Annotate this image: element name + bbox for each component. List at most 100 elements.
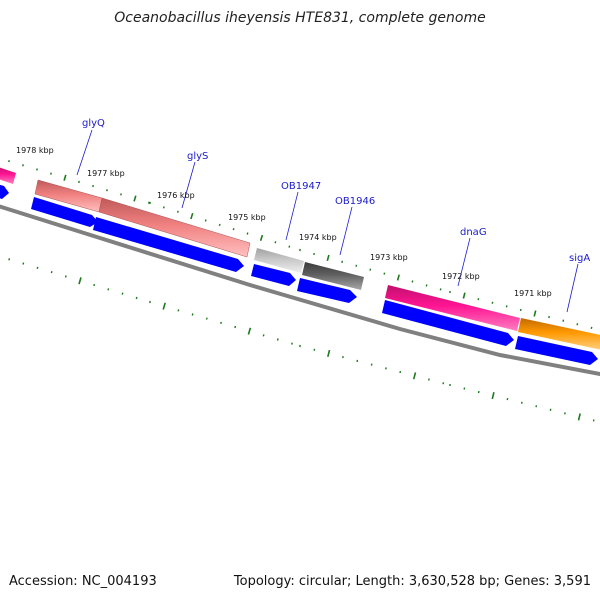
minor-tick <box>439 288 442 291</box>
cds-arrow <box>31 197 98 227</box>
feature-bar-OB1947 <box>254 248 304 273</box>
feature-bar-glyS <box>98 197 251 258</box>
cds-arrow <box>297 278 357 303</box>
minor-tick <box>505 305 508 308</box>
major-tick <box>462 292 466 299</box>
minor-tick <box>204 219 207 222</box>
leader-line-glyS <box>181 161 196 209</box>
minor-tick <box>590 326 593 329</box>
minor-tick <box>246 232 249 235</box>
minor-tick <box>370 363 373 366</box>
kbp-labels: 1978 kbp 1977 kbp 1976 kbp 1975 kbp 1974… <box>16 146 552 298</box>
minor-tick <box>149 201 151 205</box>
minor-tick <box>176 210 179 213</box>
feature-bar-pink-left <box>0 167 16 184</box>
cds-arrow <box>515 336 598 365</box>
kbp-label: 1975 kbp <box>228 213 266 222</box>
leader-line-sigA <box>566 263 579 313</box>
minor-tick <box>149 300 151 304</box>
gene-label-glyQ: glyQ <box>82 118 105 129</box>
feature-bar-dnaG <box>385 285 520 331</box>
minor-tick <box>548 315 550 319</box>
kbp-label: 1978 kbp <box>16 146 54 155</box>
minor-tick <box>177 309 180 312</box>
genome-backbone <box>0 204 600 376</box>
gene-label-OB1947: OB1947 <box>281 181 321 192</box>
major-tick <box>259 234 264 242</box>
kbp-label: 1972 kbp <box>442 272 480 281</box>
major-tick <box>396 274 400 281</box>
minor-tick <box>8 159 10 163</box>
major-tick <box>327 349 331 357</box>
minor-tick <box>463 387 466 390</box>
minor-tick <box>220 321 222 325</box>
leader-line-dnaG <box>457 237 471 287</box>
minor-tick <box>92 184 94 188</box>
minor-tick <box>162 206 165 209</box>
minor-tick <box>120 193 122 196</box>
minor-tick <box>107 288 110 291</box>
minor-tick <box>50 172 52 175</box>
minor-tick <box>342 356 344 359</box>
kbp-label: 1973 kbp <box>370 253 408 262</box>
minor-tick <box>276 338 279 341</box>
minor-tick <box>218 223 221 227</box>
minor-tick <box>576 323 579 326</box>
minor-tick <box>148 201 150 204</box>
minor-tick <box>564 412 566 415</box>
minor-tick <box>356 359 359 363</box>
major-tick <box>78 277 82 285</box>
minor-tick <box>562 319 565 322</box>
kbp-label: 1977 kbp <box>87 169 125 178</box>
cds-arrow <box>382 300 514 346</box>
minor-tick <box>477 390 480 394</box>
minor-tick <box>262 334 265 337</box>
major-tick <box>412 372 417 380</box>
map-title: Oceanobacillus iheyensis HTE831, complet… <box>114 10 486 26</box>
tick-row-outer <box>8 258 595 422</box>
major-tick <box>577 413 581 421</box>
minor-tick <box>8 258 11 261</box>
minor-tick <box>288 245 291 248</box>
minor-tick <box>383 272 386 275</box>
minor-tick <box>299 248 301 252</box>
minor-tick <box>520 401 523 404</box>
minor-tick <box>428 378 430 381</box>
minor-tick <box>411 280 414 283</box>
major-tick <box>533 310 537 317</box>
minor-tick <box>106 189 108 192</box>
minor-tick <box>399 370 402 374</box>
major-tick <box>133 195 137 202</box>
minor-tick <box>64 275 67 278</box>
minor-tick <box>369 268 372 271</box>
minor-tick <box>234 325 237 329</box>
minor-tick <box>506 398 509 401</box>
minor-tick <box>191 313 194 316</box>
feature-bar-sigA <box>518 318 600 350</box>
minor-tick <box>93 283 96 287</box>
minor-tick <box>442 382 445 385</box>
feature-bars <box>0 167 600 350</box>
gene-label-sigA: sigA <box>569 253 590 264</box>
kbp-tick-row <box>8 159 593 329</box>
minor-tick <box>274 241 277 244</box>
cds-arrows <box>0 184 598 365</box>
minor-tick <box>313 252 315 256</box>
leader-line-glyQ <box>76 129 93 176</box>
minor-tick <box>535 405 538 408</box>
label-leader-lines <box>76 129 579 313</box>
minor-tick <box>232 227 235 231</box>
major-tick <box>63 174 67 181</box>
minor-tick <box>36 266 39 270</box>
minor-tick <box>313 348 316 351</box>
minor-tick <box>341 260 344 263</box>
feature-bar-OB1946 <box>302 262 364 290</box>
gene-labels: glyQ glyS OB1947 OB1946 dnaG sigA <box>82 118 590 264</box>
minor-tick <box>491 301 494 304</box>
major-tick <box>326 254 330 262</box>
leader-line-OB1946 <box>339 206 353 256</box>
minor-tick <box>299 344 301 348</box>
minor-tick <box>385 367 387 370</box>
minor-tick <box>78 180 80 184</box>
